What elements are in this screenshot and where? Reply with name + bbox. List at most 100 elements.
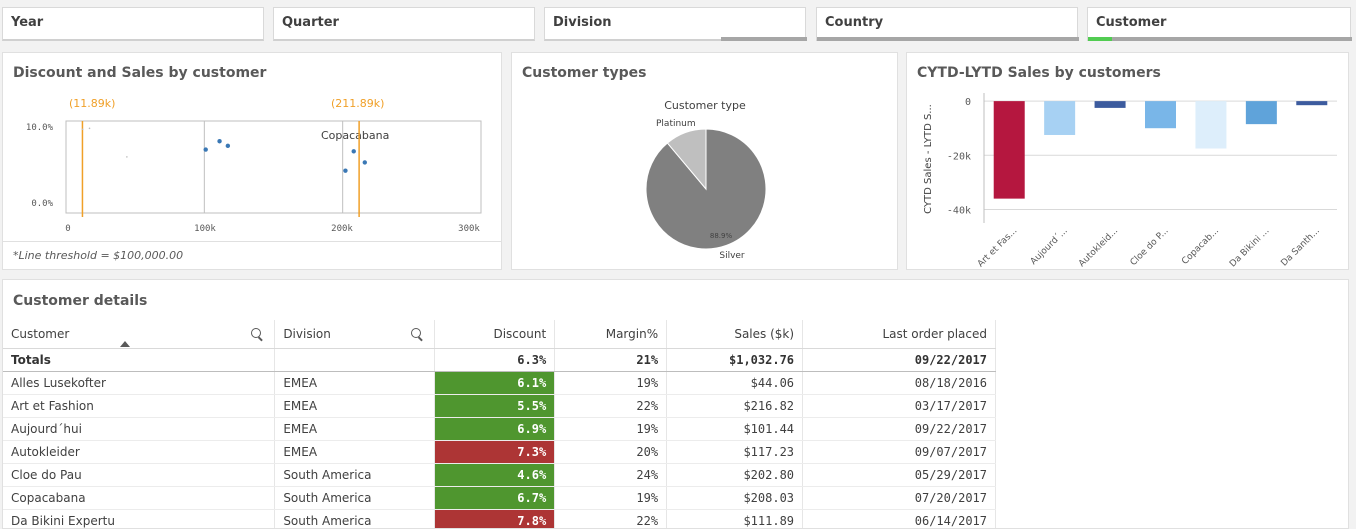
data-point[interactable]: [225, 143, 231, 149]
pie-label-platinum: Platinum: [656, 119, 696, 129]
bar-chart[interactable]: 0 -20k -40k CYTD Sales - LYTD S... Art et Fa…: [907, 53, 1350, 271]
cell-sales: $117.23: [666, 440, 804, 464]
bar[interactable]: [1044, 101, 1076, 135]
pie-chart[interactable]: Customer type Platinum Silver 88.9%: [512, 53, 899, 271]
search-icon[interactable]: [251, 328, 261, 338]
cell-last-order: 07/20/2017: [802, 486, 996, 510]
bar[interactable]: [1145, 101, 1176, 129]
cell-customer: Aujourd´hui: [3, 417, 276, 441]
cell-customer: Da Bikini Expertu: [3, 509, 276, 528]
y-tick-label: 0.0%: [31, 199, 53, 209]
cell-last-order: 08/18/2016: [802, 371, 996, 395]
point-label-copacabana: Copacabana: [321, 129, 389, 142]
pie-panel: Customer types Customer type Platinum Sil…: [511, 52, 898, 270]
details-title: Customer details: [13, 293, 148, 309]
ref-line-label: (11.89k): [69, 97, 115, 110]
cell-discount: 7.8%: [434, 509, 556, 528]
filter-bar: Year Quarter Division Country Customer: [2, 7, 1356, 41]
col-header-last-order[interactable]: Last order placed: [802, 320, 996, 349]
cell-sales: $202.80: [666, 463, 804, 487]
filter-selection-bar: [721, 37, 807, 41]
filter-customer[interactable]: Customer: [1087, 7, 1352, 41]
col-header-label: Customer: [11, 326, 70, 341]
cell-margin: 20%: [554, 440, 668, 464]
cell-margin: 19%: [554, 486, 668, 510]
bar[interactable]: [1245, 101, 1277, 125]
cell-last-order: 05/29/2017: [802, 463, 996, 487]
cell-sales: $208.03: [666, 486, 804, 510]
totals-row: Totals 6.3% 21% $1,032.76 09/22/2017: [3, 348, 996, 372]
sort-ascending-icon: [120, 341, 130, 347]
search-icon[interactable]: [411, 328, 422, 338]
filter-year[interactable]: Year: [2, 7, 264, 41]
data-point[interactable]: [88, 127, 91, 130]
table-row[interactable]: Autokleider EMEA 7.3% 20% $117.23 09/07/2017: [3, 440, 996, 464]
table-row[interactable]: Da Bikini Expertu South America 7.8% 22% $11…: [3, 509, 996, 528]
cell-division: EMEA: [274, 440, 436, 464]
y-tick-label: -40k: [947, 205, 971, 216]
cell-customer: Copacabana: [3, 486, 276, 510]
filter-label: Division: [553, 15, 612, 30]
data-point[interactable]: [203, 147, 208, 152]
x-tick-label: 300k: [458, 224, 480, 234]
table-row[interactable]: Copacabana South America 6.7% 19% $208.03 07/…: [3, 486, 996, 510]
filter-selection-bar: [817, 37, 1079, 41]
cell-customer: Autokleider: [3, 440, 276, 464]
bar[interactable]: [1195, 101, 1227, 149]
x-tick-label: Autokleid...: [1077, 226, 1120, 269]
filter-division[interactable]: Division: [544, 7, 807, 41]
table-row[interactable]: Aujourd´hui EMEA 6.9% 19% $101.44 09/22/2017: [3, 417, 996, 441]
table-row[interactable]: Cloe do Pau South America 4.6% 24% $202.80 05…: [3, 463, 996, 487]
bar-title: CYTD-LYTD Sales by customers: [917, 65, 1161, 81]
totals-discount: 6.3%: [434, 348, 556, 372]
cell-division: South America: [274, 463, 436, 487]
scatter-chart[interactable]: (11.89k) (211.89k) 10.0% 0.0% 0 100k 200…: [3, 53, 503, 243]
data-point[interactable]: [217, 139, 222, 144]
scatter-title: Discount and Sales by customer: [13, 65, 267, 81]
cell-customer: Art et Fashion: [3, 394, 276, 418]
x-tick-label: 100k: [194, 224, 216, 234]
cell-last-order: 09/07/2017: [802, 440, 996, 464]
bar[interactable]: [1094, 101, 1126, 108]
filter-country[interactable]: Country: [816, 7, 1079, 41]
bar-panel: CYTD-LYTD Sales by customers 0 -20k -40k CY…: [906, 52, 1349, 270]
x-tick-label: Art et Fas...: [976, 226, 1019, 269]
bar[interactable]: [1296, 101, 1328, 106]
x-tick-label: Aujourd´...: [1028, 225, 1070, 267]
filter-quarter[interactable]: Quarter: [273, 7, 535, 41]
totals-division: [274, 348, 436, 372]
filter-selection-bar: [1088, 37, 1352, 41]
totals-sales: $1,032.76: [666, 348, 804, 372]
data-point[interactable]: [351, 149, 356, 154]
col-header-margin[interactable]: Margin%: [554, 320, 668, 349]
col-header-sales[interactable]: Sales ($k): [666, 320, 804, 349]
col-header-division[interactable]: Division: [274, 320, 436, 349]
bar[interactable]: [993, 101, 1025, 199]
cell-discount: 6.1%: [434, 371, 556, 395]
ref-line-label: (211.89k): [331, 97, 384, 110]
table-row[interactable]: Alles Lusekofter EMEA 6.1% 19% $44.06 08/18/2…: [3, 371, 996, 395]
x-tick-label: 0: [65, 224, 70, 234]
data-point[interactable]: [343, 168, 348, 173]
cell-last-order: 06/14/2017: [802, 509, 996, 528]
data-point[interactable]: [126, 156, 128, 158]
table-row[interactable]: Art et Fashion EMEA 5.5% 22% $216.82 03/17/20…: [3, 394, 996, 418]
scatter-threshold-note: *Line threshold = $100,000.00: [3, 241, 501, 269]
cell-division: EMEA: [274, 371, 436, 395]
x-tick-label: Da Bikini ...: [1228, 226, 1271, 269]
col-header-customer[interactable]: Customer: [3, 320, 276, 349]
cell-discount: 6.7%: [434, 486, 556, 510]
filter-label: Year: [11, 15, 44, 30]
pie-slice-platinum[interactable]: [666, 128, 707, 191]
data-point[interactable]: [81, 128, 84, 131]
cell-discount: 4.6%: [434, 463, 556, 487]
cell-division: South America: [274, 509, 436, 528]
cell-margin: 22%: [554, 394, 668, 418]
col-header-discount[interactable]: Discount: [434, 320, 556, 349]
pie-title: Customer types: [522, 65, 647, 81]
cell-margin: 22%: [554, 509, 668, 528]
filter-selected-bar: [1088, 37, 1112, 41]
data-point[interactable]: [362, 160, 367, 165]
y-axis-title: CYTD Sales - LYTD S...: [923, 104, 934, 214]
cell-customer: Alles Lusekofter: [3, 371, 276, 395]
